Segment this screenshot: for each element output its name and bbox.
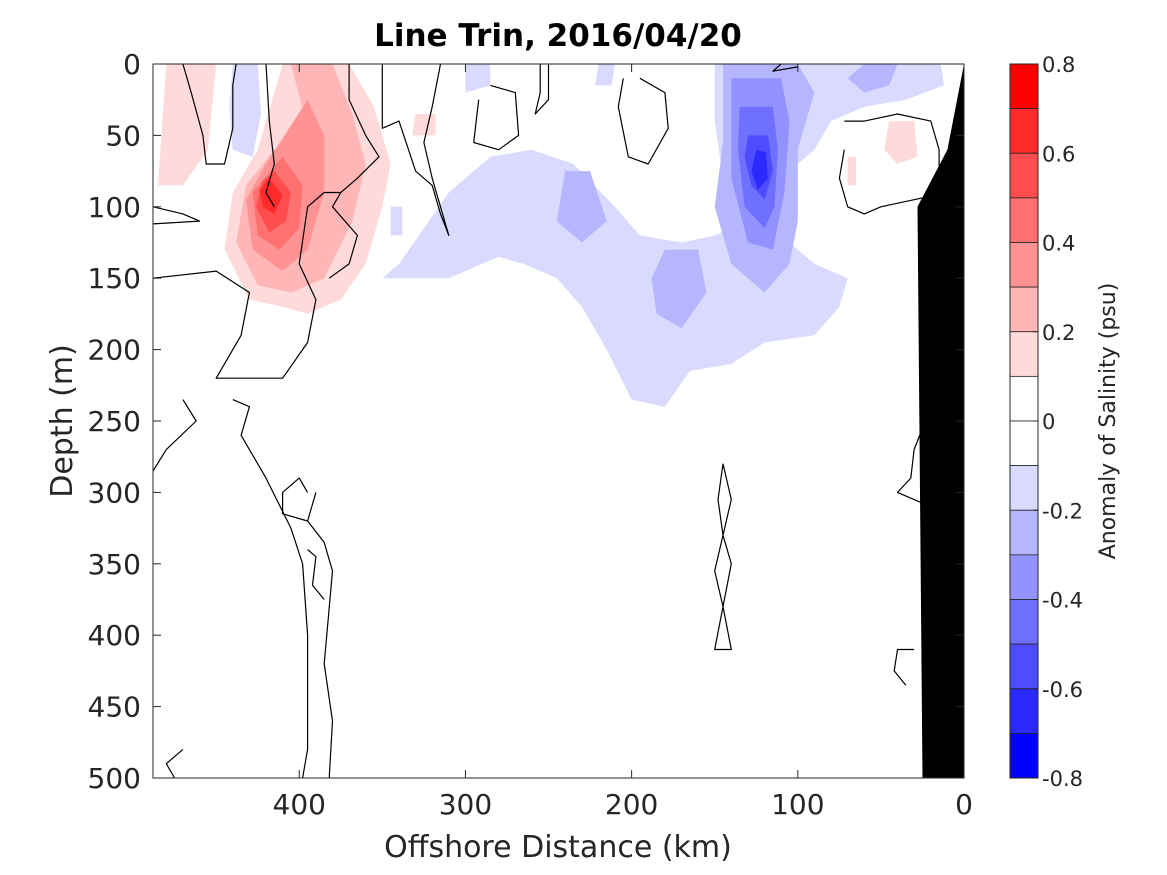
x-tick-label: 200 <box>605 788 658 821</box>
colorbar-level <box>1009 108 1039 154</box>
zero-contour-line <box>165 748 184 778</box>
chart-title: Line Trin, 2016/04/20 <box>374 18 742 54</box>
y-tick-label: 300 <box>88 476 141 509</box>
zero-contour-line <box>265 64 275 208</box>
x-axis-ticks: 400 300 200 100 0 <box>273 64 973 821</box>
zero-contour-line <box>153 399 197 472</box>
x-tick-label: 400 <box>273 788 326 821</box>
bathymetry-mask-layer <box>917 64 964 778</box>
zero-contour-line <box>381 64 450 236</box>
colorbar-level <box>1009 420 1039 467</box>
zero-contour-line <box>473 84 520 151</box>
colorbar-level <box>1009 152 1039 199</box>
zero-contour-line <box>617 77 669 165</box>
colorbar-tick-label: -0.2 <box>1042 499 1083 523</box>
y-tick-label: 0 <box>123 48 141 81</box>
x-tick-label: 0 <box>955 788 973 821</box>
y-tick-label: 200 <box>88 334 141 367</box>
colorbar-tick-label: 0.8 <box>1042 53 1075 77</box>
colorbar-level <box>1009 599 1039 645</box>
zero-contour-line <box>340 64 380 193</box>
contour-region <box>556 171 607 243</box>
y-tick-label: 250 <box>88 405 141 438</box>
colorbar-level <box>1009 465 1039 511</box>
zero-contour-line <box>307 549 325 600</box>
colorbar-level <box>1009 286 1039 333</box>
zero-contour-line <box>232 399 309 778</box>
zero-contour-line <box>772 64 798 72</box>
y-tick-label: 500 <box>88 762 141 795</box>
colorbar-level <box>1009 688 1039 734</box>
zero-contour-line <box>534 64 550 115</box>
y-axis-ticks: 0 50 100 150 200 250 300 350 400 450 500 <box>88 48 964 795</box>
colorbar-tick-label: -0.4 <box>1042 589 1083 613</box>
x-axis-label: Offshore Distance (km) <box>384 830 732 865</box>
contour-region <box>412 114 436 136</box>
y-axis-label: Depth (m) <box>45 344 80 498</box>
colorbar-level <box>1009 509 1039 556</box>
y-tick-label: 450 <box>88 691 141 724</box>
y-tick-label: 100 <box>88 191 141 224</box>
zero-contour-line <box>153 206 201 225</box>
bathymetry-mask <box>917 64 964 778</box>
contour-region <box>390 206 403 236</box>
contour-region <box>382 64 945 407</box>
y-tick-label: 50 <box>105 119 141 152</box>
contour-region <box>595 64 615 86</box>
zero-contour-line <box>714 463 732 651</box>
contour-region <box>229 64 261 157</box>
colorbar-level <box>1009 732 1039 779</box>
contour-region <box>847 156 856 186</box>
colorbar-level <box>1009 242 1039 288</box>
colorbar-tick-label: 0.2 <box>1042 321 1075 345</box>
contour-region <box>158 64 217 186</box>
contour-region <box>847 64 898 93</box>
contour-region <box>259 178 283 214</box>
zero-contour-line <box>282 477 317 522</box>
colorbar: -0.8 -0.6 -0.4 -0.2 0 0.2 0.4 0.6 0.8 <box>1009 53 1083 791</box>
contour-region <box>465 64 491 93</box>
colorbar-level <box>1009 643 1039 690</box>
colorbar-level <box>1009 197 1039 243</box>
colorbar-tick-label: 0.4 <box>1042 232 1075 256</box>
colorbar-tick-label: 0.6 <box>1042 142 1075 166</box>
colorbar-tick-label: -0.8 <box>1042 767 1083 791</box>
x-tick-label: 300 <box>439 788 492 821</box>
colorbar-tick-label: -0.6 <box>1042 678 1083 702</box>
zero-contour-line <box>307 520 334 778</box>
colorbar-label: Anomaly of Salinity (psu) <box>1096 283 1121 560</box>
y-tick-label: 350 <box>88 548 141 581</box>
y-tick-label: 150 <box>88 262 141 295</box>
colorbar-level <box>1009 63 1039 110</box>
colorbar-tick-label: 0 <box>1042 410 1055 434</box>
zero-contour-line <box>153 191 358 379</box>
y-tick-label: 400 <box>88 619 141 652</box>
zero-contour-line <box>182 64 237 165</box>
zero-contour-line <box>893 648 915 686</box>
x-tick-label: 100 <box>771 788 824 821</box>
contour-region <box>884 121 918 164</box>
contour-region <box>651 249 707 329</box>
colorbar-level <box>1009 375 1039 422</box>
colorbar-level <box>1009 554 1039 600</box>
colorbar-level <box>1009 331 1039 377</box>
contour-region <box>751 149 768 190</box>
